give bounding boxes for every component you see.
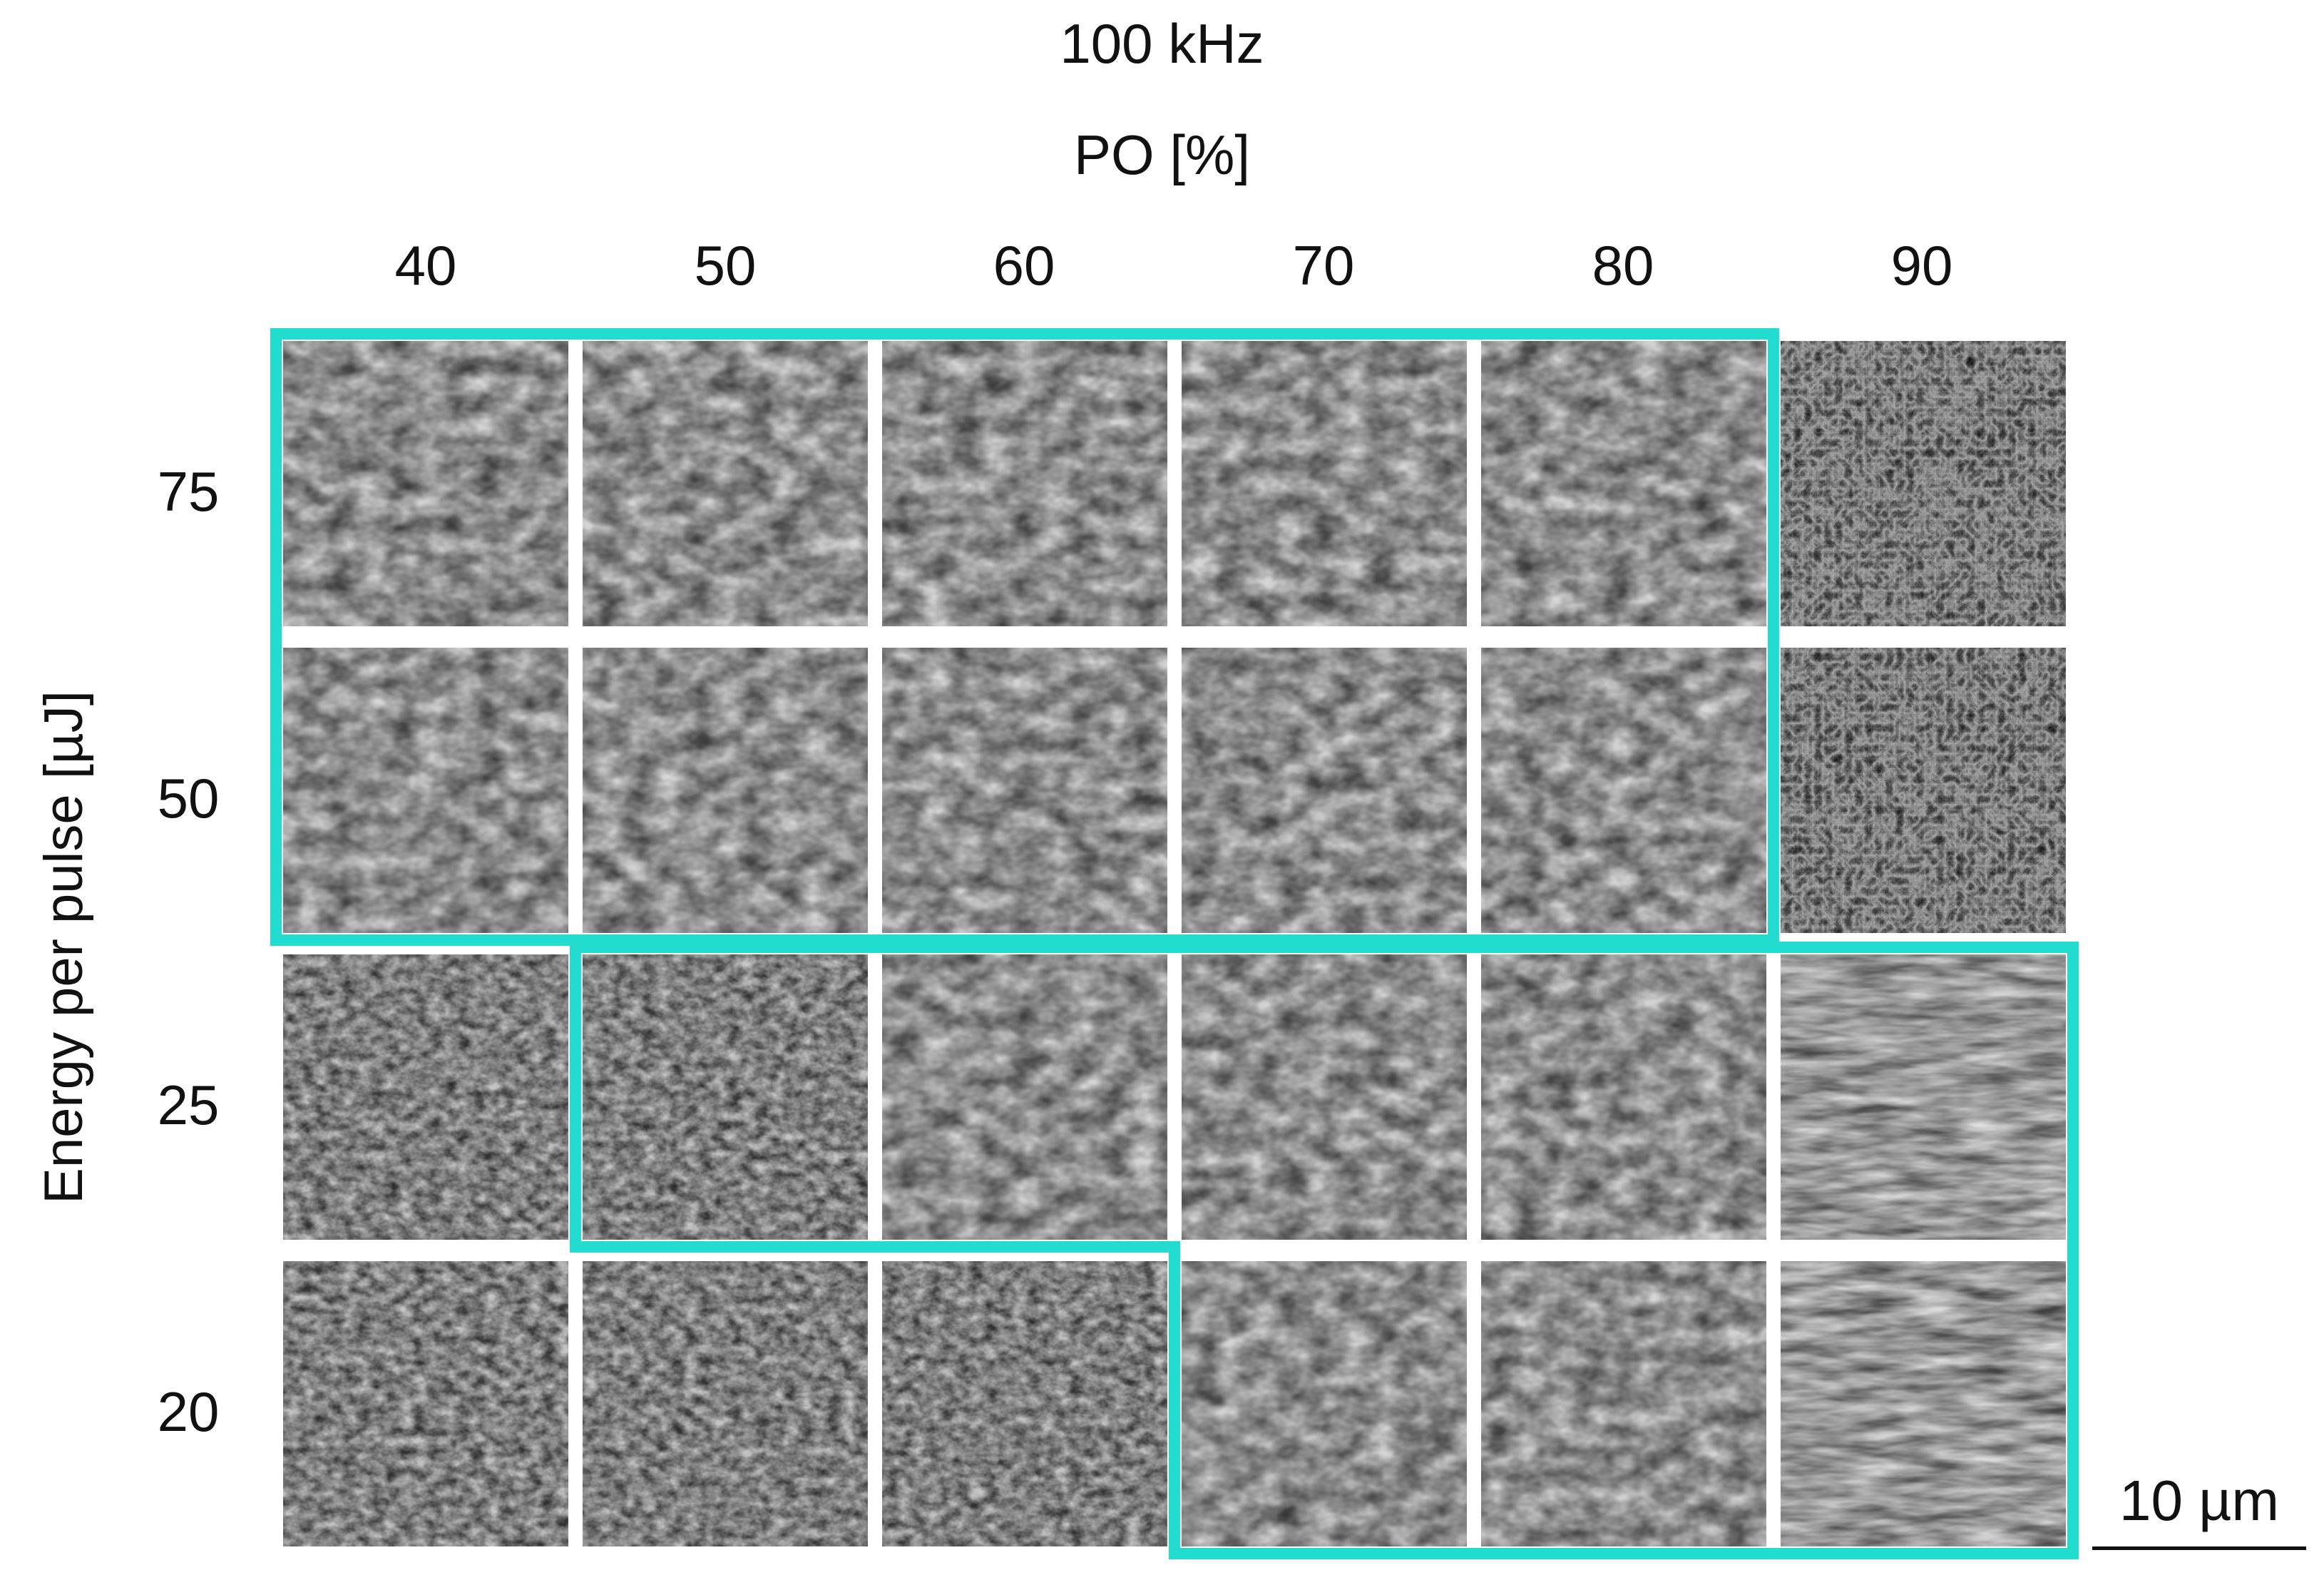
sem-panel-r2-c6 [1781, 648, 2066, 933]
sem-panel-r1-c1 [283, 341, 568, 626]
column-label-70: 70 [1292, 234, 1355, 297]
sem-panel-r3-c6 [1781, 954, 2066, 1240]
sem-panel-r1-c6 [1781, 341, 2066, 626]
sem-panel-r2-c1 [283, 648, 568, 933]
highlight-region-1 [270, 328, 1779, 946]
sem-panel-r2-c3 [882, 648, 1167, 933]
sem-panel-r4-c2 [583, 1261, 868, 1546]
row-label-50: 50 [157, 767, 220, 830]
column-label-40: 40 [394, 234, 457, 297]
sem-panel-r3-c1 [283, 954, 568, 1240]
sem-panel-r3-c2 [583, 954, 868, 1240]
sem-panel-r4-c4 [1182, 1261, 1467, 1546]
sem-panel-r2-c4 [1182, 648, 1467, 933]
sem-panel-r4-c5 [1481, 1261, 1766, 1546]
scale-bar [2092, 1546, 2306, 1550]
row-label-25: 25 [157, 1074, 220, 1136]
sem-panel-r3-c5 [1481, 954, 1766, 1240]
sem-panel-r3-c4 [1182, 954, 1467, 1240]
column-label-60: 60 [993, 234, 1055, 297]
sem-panel-r4-c1 [283, 1261, 568, 1546]
sem-panel-r1-c5 [1481, 341, 1766, 626]
sem-panel-r4-c3 [882, 1261, 1167, 1546]
sem-panel-r4-c6 [1781, 1261, 2066, 1546]
frequency-title: 100 kHz [1060, 12, 1264, 75]
sem-panel-r1-c4 [1182, 341, 1467, 626]
scale-bar-label: 10 µm [2119, 1469, 2279, 1532]
sem-panel-r3-c3 [882, 954, 1167, 1240]
column-label-50: 50 [694, 234, 757, 297]
sem-panel-r2-c5 [1481, 648, 1766, 933]
column-axis-title: PO [%] [1073, 123, 1251, 186]
column-label-90: 90 [1890, 234, 1953, 297]
sem-panel-r1-c2 [583, 341, 868, 626]
highlight-region-2 [570, 942, 2079, 1559]
column-label-80: 80 [1592, 234, 1654, 297]
sem-panel-r1-c3 [882, 341, 1167, 626]
sem-panel-r2-c2 [583, 648, 868, 933]
row-label-75: 75 [157, 460, 220, 523]
row-label-20: 20 [157, 1380, 220, 1443]
